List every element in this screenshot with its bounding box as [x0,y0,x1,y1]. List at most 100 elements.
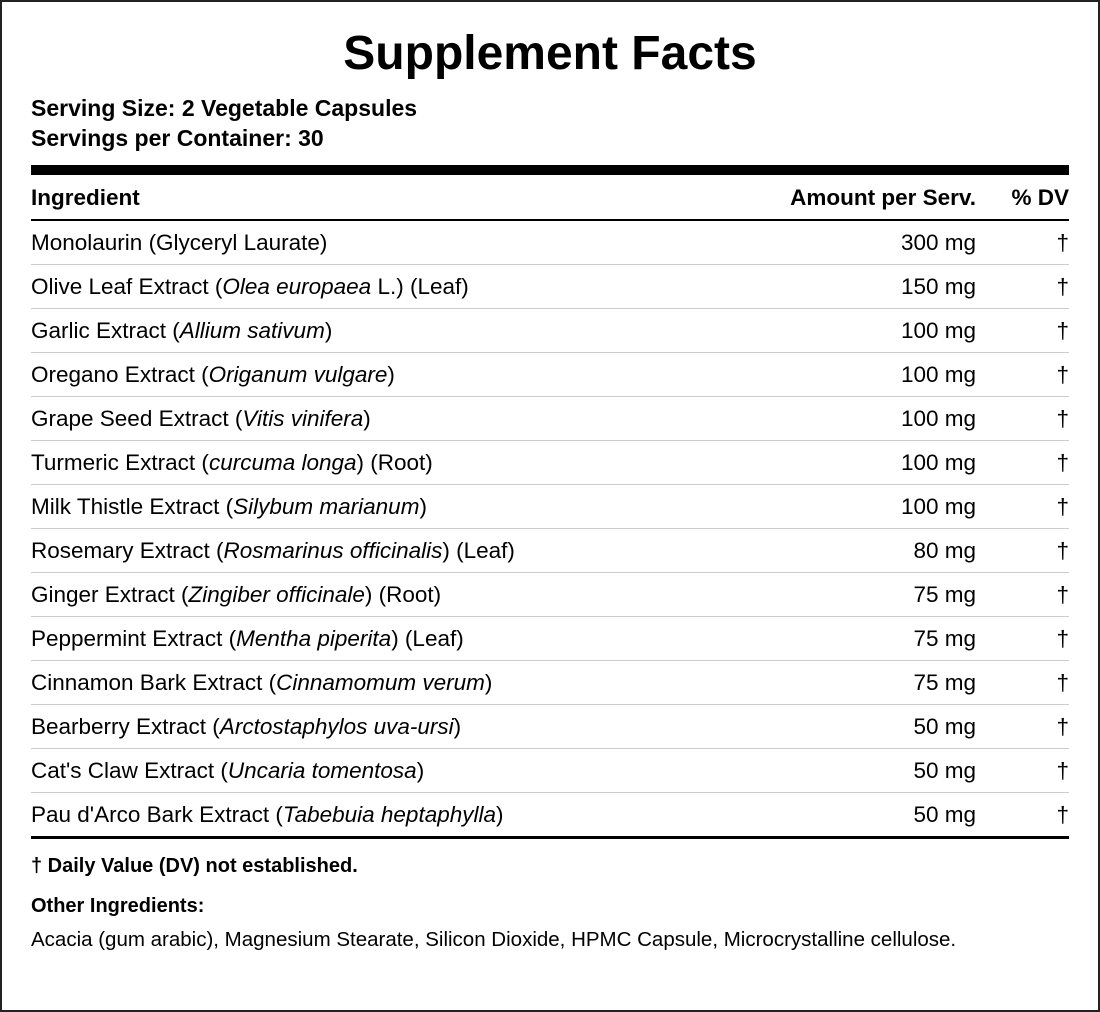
ingredient-text: Grape Seed Extract ( [31,405,243,431]
dv-cell: † [1056,669,1069,695]
ingredient-text: Cinnamon Bark Extract ( [31,669,277,695]
amount-cell: 100 mg [900,317,976,343]
ingredient-text: Uncaria tomentosa [227,757,417,783]
amount-cell: 100 mg [900,361,976,387]
ingredient-text: Tabebuia heptaphylla [282,801,496,827]
ingredient-text: Olive Leaf Extract ( [31,273,223,299]
ingredient-text: curcuma longa [208,449,357,475]
ingredient-text: Silybum marianum [233,493,420,519]
table-row: Grape Seed Extract (Vitis vinifera) 100 m… [31,397,1069,441]
other-ingredients-text: Acacia (gum arabic), Magnesium Stearate,… [31,928,957,951]
ingredient-text: ) (Leaf) [391,625,464,651]
ingredient-text: Ginger Extract ( [31,581,189,607]
ingredient-text: ) [363,405,371,431]
ingredient-text: Monolaurin (Glyceryl Laurate) [31,229,328,255]
amount-cell: 50 mg [913,713,976,739]
ingredient-cell: Peppermint Extract (Mentha piperita) (Le… [31,626,716,652]
dv-cell: † [1056,449,1069,475]
ingredient-cell: Milk Thistle Extract (Silybum marianum) [31,494,716,520]
ingredient-text: Rosemary Extract ( [31,537,224,563]
dv-cell: † [1056,757,1069,783]
ingredient-text: ) [419,493,427,519]
table-row: Bearberry Extract (Arctostaphylos uva-ur… [31,705,1069,749]
ingredient-cell: Turmeric Extract (curcuma longa) (Root) [31,450,716,476]
dv-cell: † [1056,361,1069,387]
amount-cell: 150 mg [900,273,976,299]
amount-cell: 100 mg [900,449,976,475]
title: Supplement Facts [343,27,757,80]
ingredient-text: Peppermint Extract ( [31,625,237,651]
ingredient-cell: Garlic Extract (Allium sativum) [31,318,716,344]
ingredient-cell: Rosemary Extract (Rosmarinus officinalis… [31,538,716,564]
ingredient-cell: Monolaurin (Glyceryl Laurate) [31,230,716,256]
table-row: Garlic Extract (Allium sativum) 100 mg † [31,309,1069,353]
ingredient-text: ) [496,801,504,827]
ingredient-text: Oregano Extract ( [31,361,209,387]
dv-cell: † [1056,405,1069,431]
thick-rule [31,165,1069,175]
ingredient-cell: Cinnamon Bark Extract (Cinnamomum verum) [31,670,716,696]
table-row: Oregano Extract (Origanum vulgare) 100 mg… [31,353,1069,397]
ingredient-cell: Ginger Extract (Zingiber officinale) (Ro… [31,582,716,608]
table-row: Pau d'Arco Bark Extract (Tabebuia heptap… [31,793,1069,839]
amount-cell: 50 mg [913,801,976,827]
dv-cell: † [1056,801,1069,827]
header-cell: % DV [1011,185,1069,210]
amount-cell: 75 mg [913,625,976,651]
amount-cell: 75 mg [913,669,976,695]
table-row: Monolaurin (Glyceryl Laurate) 300 mg † [31,221,1069,265]
table-row: Milk Thistle Extract (Silybum marianum) 1… [31,485,1069,529]
ingredient-text: ) [324,317,333,343]
amount-cell: 300 mg [900,229,976,255]
ingredient-text: L.) (Leaf) [371,273,469,299]
dv-cell: † [1056,493,1069,519]
amount-cell: 50 mg [913,757,976,783]
ingredient-text: Allium sativum [179,317,325,343]
serving-size: Serving Size: 2 Vegetable Capsules [31,95,418,121]
table-row: Cinnamon Bark Extract (Cinnamomum verum)… [31,661,1069,705]
table-row: Ginger Extract (Zingiber officinale) (Ro… [31,573,1069,617]
table-row: Turmeric Extract (curcuma longa) (Root) 1… [31,441,1069,485]
ingredient-text: Vitis vinifera [242,405,364,431]
ingredient-cell: Olive Leaf Extract (Olea europaea L.) (L… [31,274,716,300]
ingredient-text: Mentha piperita [236,625,392,651]
ingredient-cell: Pau d'Arco Bark Extract (Tabebuia heptap… [31,802,716,828]
amount-cell: 100 mg [900,405,976,431]
ingredient-cell: Bearberry Extract (Arctostaphylos uva-ur… [31,714,716,740]
table-header: Ingredient Amount per Serv. % DV [31,175,1069,221]
ingredient-text: Cat's Claw Extract ( [31,757,228,783]
ingredient-text: Rosmarinus officinalis [223,537,443,563]
dv-cell: † [1056,713,1069,739]
table-body: Monolaurin (Glyceryl Laurate) 300 mg † Oliv… [31,221,1069,839]
ingredient-text: ) [387,361,395,387]
dv-cell: † [1056,581,1069,607]
ingredient-text: Zingiber officinale [188,581,365,607]
dv-cell: † [1056,273,1069,299]
footnote: † Daily Value (DV) not established. [31,855,358,877]
servings-per-container: Servings per Container: 30 [31,125,324,151]
amount-cell: 80 mg [913,537,976,563]
ingredient-text: Origanum vulgare [208,361,388,387]
ingredient-text: Olea europaea [222,273,372,299]
ingredient-cell: Grape Seed Extract (Vitis vinifera) [31,406,716,432]
ingredient-text: Arctostaphylos uva-ursi [219,713,454,739]
ingredient-text: ) (Leaf) [442,537,515,563]
amount-cell: 75 mg [913,581,976,607]
ingredient-text: Milk Thistle Extract ( [31,493,234,519]
ingredient-cell: Oregano Extract (Origanum vulgare) [31,362,716,388]
table-row: Rosemary Extract (Rosmarinus officinalis… [31,529,1069,573]
ingredient-text: Bearberry Extract ( [31,713,220,739]
ingredient-text: Cinnamomum verum [276,669,485,695]
ingredient-text: ) (Root) [356,449,433,475]
header-cell: Amount per Serv. [790,185,976,210]
table-row: Olive Leaf Extract (Olea europaea L.) (L… [31,265,1069,309]
other-ingredients-heading: Other Ingredients: [31,895,205,917]
ingredient-text: Garlic Extract ( [31,317,180,343]
dv-cell: † [1056,537,1069,563]
ingredient-text: ) [484,669,493,695]
dv-cell: † [1056,625,1069,651]
amount-cell: 100 mg [900,493,976,519]
dv-cell: † [1056,317,1069,343]
ingredient-text: ) [453,713,462,739]
